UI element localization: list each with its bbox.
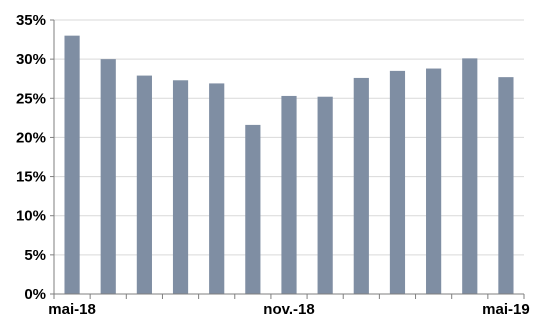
y-tick-label: 10% xyxy=(16,208,46,225)
x-tick-label: mai-18 xyxy=(48,301,96,318)
bar xyxy=(389,70,406,294)
y-tick-label: 30% xyxy=(16,51,46,68)
y-tick-label: 20% xyxy=(16,129,46,146)
y-tick-label: 35% xyxy=(16,12,46,29)
bar xyxy=(136,75,152,294)
bar xyxy=(209,83,225,294)
bar xyxy=(64,35,80,295)
y-tick-label: 5% xyxy=(24,247,46,264)
bar xyxy=(426,68,442,294)
bar xyxy=(353,77,369,294)
y-tick-label: 0% xyxy=(24,286,46,303)
y-tick-label: 25% xyxy=(16,90,46,107)
x-tick-label: nov.-18 xyxy=(263,301,314,318)
x-tick-label: mai-19 xyxy=(482,301,530,318)
y-tick-label: 15% xyxy=(16,169,46,186)
y-axis-tick-labels: 0% 5% 10% 15% 20% 25% 30% 35% xyxy=(16,12,46,303)
bar xyxy=(281,95,297,295)
bar xyxy=(498,77,514,294)
bar xyxy=(317,96,333,294)
axes xyxy=(50,19,525,299)
bar xyxy=(462,58,478,294)
bar xyxy=(100,59,116,295)
bar xyxy=(172,80,189,294)
bars xyxy=(64,35,514,295)
x-axis-tick-labels: mai-18 nov.-18 mai-19 xyxy=(48,301,529,318)
bar xyxy=(245,124,261,294)
